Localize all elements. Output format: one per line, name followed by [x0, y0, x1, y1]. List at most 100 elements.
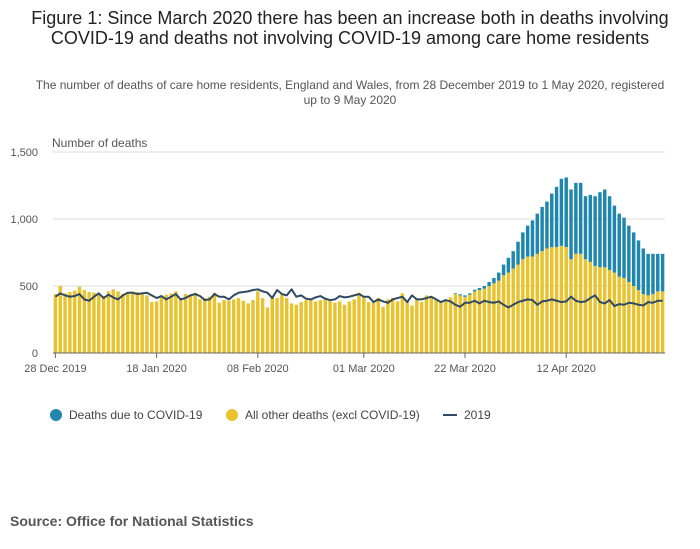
bar-covid-91	[492, 277, 496, 284]
bar-other-93	[501, 275, 506, 353]
bar-covid-119	[627, 225, 631, 282]
x-tick-label-1: 18 Jan 2020	[126, 363, 187, 375]
bar-covid-106	[564, 177, 568, 248]
legend-covid-dot	[50, 409, 62, 421]
bar-other-72	[400, 293, 405, 353]
bar-other-117	[617, 276, 621, 353]
bar-other-22	[159, 296, 164, 353]
bar-other-118	[622, 277, 626, 353]
bar-other-58	[333, 302, 337, 353]
bar-covid-113	[598, 192, 602, 268]
bar-covid-123	[646, 253, 650, 296]
legend-other-label: All other deaths (excl COVID-19)	[245, 408, 420, 422]
bar-covid-90	[487, 281, 491, 286]
bar-covid-108	[574, 182, 578, 254]
bar-other-33	[212, 292, 217, 353]
legend-item-other: All other deaths (excl COVID-19)	[226, 408, 420, 422]
bar-covid-87	[472, 289, 477, 292]
bar-other-84	[458, 295, 462, 353]
bar-covid-89	[482, 286, 487, 289]
bar-covid-97	[521, 232, 525, 260]
bar-other-57	[328, 300, 332, 353]
bar-other-6	[82, 290, 87, 353]
bar-other-109	[578, 253, 583, 353]
source-note: Source: Office for National Statistics	[10, 513, 254, 529]
bar-other-75	[415, 299, 419, 353]
bar-covid-101	[540, 206, 544, 252]
bar-other-52	[304, 300, 308, 353]
bar-other-77	[424, 295, 429, 353]
bar-other-16	[130, 291, 135, 353]
line-2019-series	[54, 288, 663, 309]
bar-other-15	[125, 292, 130, 353]
bar-other-90	[487, 286, 491, 353]
bar-other-116	[612, 272, 617, 353]
bar-other-11	[106, 291, 111, 353]
bar-other-29	[193, 292, 197, 353]
bar-other-21	[154, 301, 159, 353]
bar-other-39	[241, 300, 246, 353]
bar-covid-111	[588, 194, 593, 262]
bar-other-48	[284, 298, 289, 353]
bar-other-43	[260, 298, 265, 353]
bar-other-44	[265, 307, 270, 353]
bar-covid-99	[530, 220, 535, 257]
bar-other-110	[583, 259, 588, 353]
bar-other-79	[434, 300, 438, 353]
chart-title: Figure 1: Since March 2020 there has bee…	[31, 8, 669, 48]
bar-other-37	[231, 299, 236, 353]
bar-other-62	[352, 299, 356, 353]
bar-other-41	[251, 300, 255, 353]
bar-covid-126	[660, 253, 665, 292]
bar-other-74	[410, 305, 414, 353]
bar-other-115	[607, 269, 612, 353]
x-tick-label-3: 01 Mar 2020	[333, 363, 395, 375]
legend-item-covid: Deaths due to COVID-19	[50, 408, 202, 422]
legend-covid-label: Deaths due to COVID-19	[69, 408, 203, 422]
bar-covid-104	[554, 186, 559, 248]
bar-covid-103	[550, 193, 554, 248]
bar-other-123	[646, 295, 650, 353]
bar-other-59	[337, 301, 342, 353]
bar-covid-85	[463, 295, 467, 297]
y-axis-label: Number of deaths	[52, 136, 147, 150]
bar-covid-84	[458, 294, 462, 296]
bar-other-76	[419, 302, 424, 353]
bar-other-69	[386, 299, 390, 353]
bar-other-25	[174, 291, 178, 353]
bar-other-107	[569, 259, 573, 353]
bar-other-46	[275, 298, 279, 353]
bar-covid-112	[593, 196, 597, 266]
bar-covid-93	[501, 264, 506, 276]
bars	[53, 177, 665, 353]
bar-other-20	[150, 302, 154, 353]
bar-other-53	[309, 298, 313, 353]
bar-other-99	[530, 256, 535, 353]
bar-covid-100	[535, 213, 540, 254]
bar-other-81	[444, 300, 448, 353]
bar-other-8	[92, 292, 96, 353]
bar-other-49	[289, 303, 294, 353]
axes: 0 500 1,000 1,500 28 Dec 2019 18 Jan 2020 08 F…	[10, 147, 665, 375]
bar-other-17	[135, 292, 140, 353]
bar-covid-114	[603, 189, 607, 268]
bar-other-68	[381, 306, 385, 353]
bar-covid-94	[506, 257, 511, 273]
bar-covid-102	[545, 201, 549, 249]
bar-covid-116	[612, 205, 617, 273]
bar-other-3	[68, 292, 72, 353]
bar-other-35	[222, 300, 226, 353]
bar-covid-92	[497, 272, 501, 281]
bar-other-83	[453, 294, 458, 353]
bar-other-78	[429, 298, 434, 353]
legend-2019-line	[443, 414, 457, 416]
bar-other-60	[342, 304, 347, 353]
bar-covid-86	[468, 293, 472, 295]
bar-other-86	[468, 294, 472, 353]
bar-covid-95	[511, 251, 515, 269]
bar-other-10	[101, 296, 106, 353]
legend-other-dot	[226, 409, 238, 421]
bar-other-1	[58, 286, 62, 353]
bar-other-24	[169, 293, 173, 353]
bar-other-87	[472, 291, 477, 353]
